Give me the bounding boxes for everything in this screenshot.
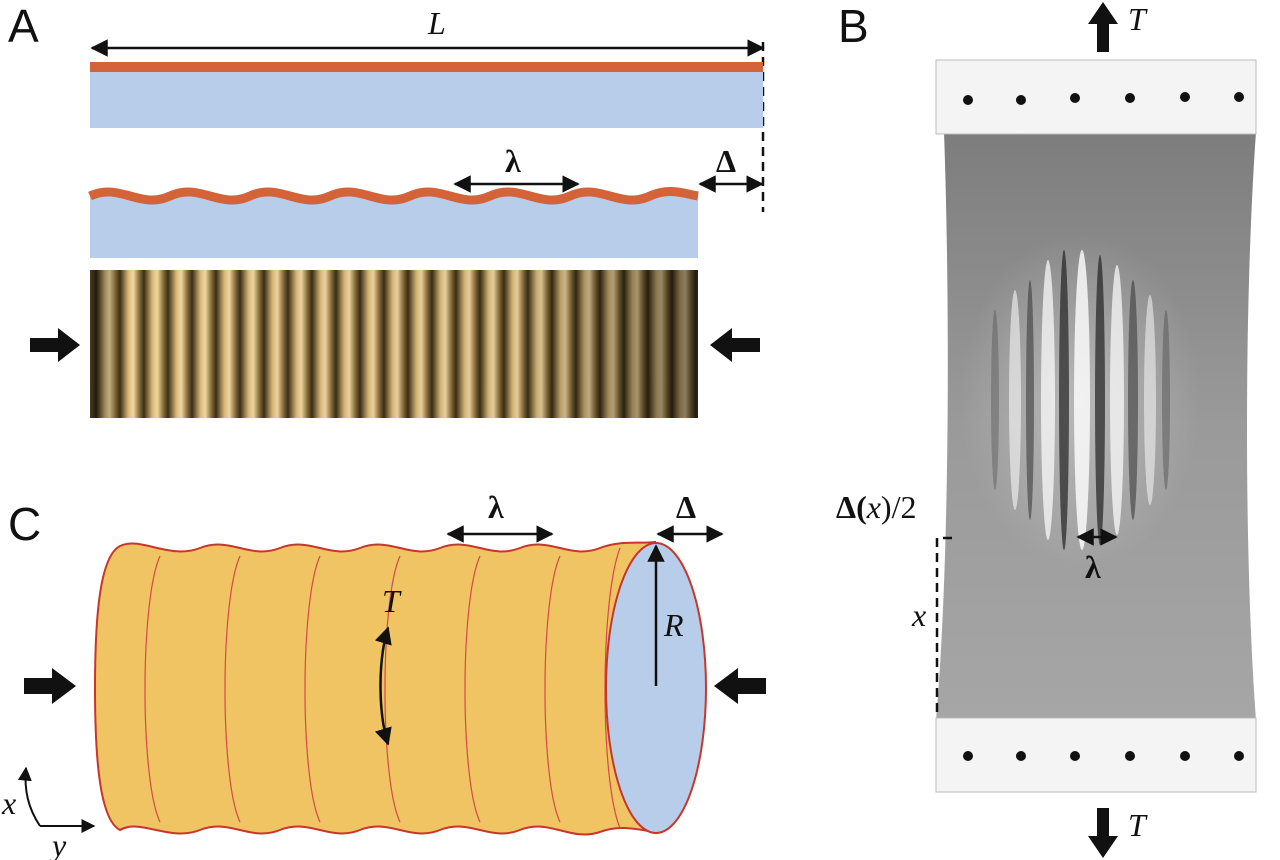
sheet-wrinkles <box>960 230 1200 570</box>
cylinder-compression-arrow-right <box>714 668 766 704</box>
tension-arrow-bottom <box>1088 808 1118 858</box>
hoop-tension-label: T <box>382 583 402 619</box>
length-label: L <box>427 5 446 41</box>
wrinkled-skin <box>88 187 699 205</box>
panel-c-letter: C <box>8 498 41 550</box>
position-label: x <box>911 597 926 633</box>
top-clamp <box>935 59 1257 135</box>
compression-arrow-left <box>30 328 80 362</box>
cylinder-end-cap <box>605 542 707 834</box>
compression-arrow-right <box>710 328 760 362</box>
panel-b: B T <box>836 0 1257 858</box>
tension-arrow-top <box>1088 2 1118 52</box>
wrinkled-substrate <box>90 191 698 258</box>
hoop-tension-arrow <box>374 626 392 746</box>
tension-label-bottom: T <box>1128 807 1148 843</box>
panel-c: C R T λ Δ x <box>1 489 766 860</box>
cylinder-compression-arrow-left <box>24 668 76 704</box>
axis-x-label: x <box>1 785 16 821</box>
wavelength-label: λ <box>505 143 521 179</box>
panel-a: A L λ Δ <box>8 0 765 418</box>
cylinder-body <box>93 540 656 836</box>
panel-b-letter: B <box>838 0 869 52</box>
flat-skin <box>90 62 763 72</box>
radius-label: R <box>663 607 684 643</box>
wrinkle-photo <box>90 270 698 418</box>
axis-y-label: y <box>49 827 67 860</box>
cylinder-ridges <box>144 547 621 829</box>
sheet-wavelength-label: λ <box>1085 549 1101 585</box>
shortening-label: Δ <box>716 143 736 179</box>
panel-a-letter: A <box>8 0 39 52</box>
flat-substrate <box>90 68 763 128</box>
edge-bracket <box>935 536 952 718</box>
coordinate-axes: x y <box>1 766 96 860</box>
cylinder-shortening-label: Δ <box>676 489 696 525</box>
bottom-clamp <box>935 717 1257 793</box>
edge-displacement-label: Δ(x)/2 <box>836 489 916 525</box>
tension-label-top: T <box>1128 1 1148 37</box>
cylinder-wavelength-label: λ <box>488 489 504 525</box>
